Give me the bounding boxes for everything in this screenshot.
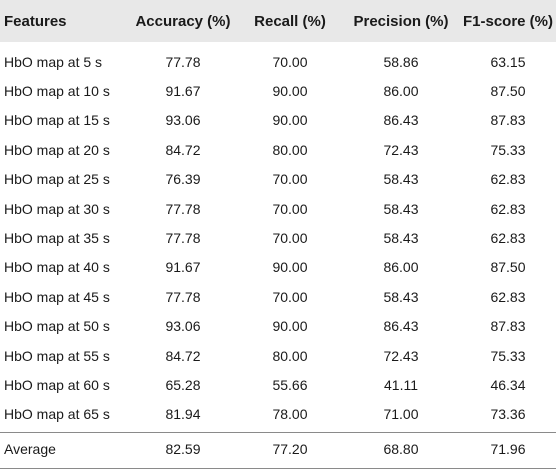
cell-f1-score: 75.33 — [490, 347, 526, 364]
table-row: HbO map at 35 s 77.78 70.00 58.43 62.83 — [0, 223, 556, 252]
table-row: HbO map at 20 s 84.72 80.00 72.43 75.33 — [0, 135, 556, 164]
table-row: HbO map at 50 s 93.06 90.00 86.43 87.83 — [0, 312, 556, 341]
cell-precision: 71.00 — [383, 406, 419, 423]
cell-accuracy: 77.78 — [165, 288, 201, 305]
table-row: HbO map at 15 s 93.06 90.00 86.43 87.83 — [0, 106, 556, 135]
average-row: Average 82.59 77.20 68.80 71.96 — [0, 432, 556, 465]
cell-accuracy: 84.72 — [165, 347, 201, 364]
header-accuracy: Accuracy (%) — [135, 12, 231, 30]
cell-feature: HbO map at 30 s — [4, 200, 110, 217]
cell-feature: HbO map at 45 s — [4, 288, 110, 305]
cell-precision: 86.43 — [383, 318, 419, 335]
cell-accuracy: 93.06 — [165, 318, 201, 335]
cell-feature: HbO map at 5 s — [4, 53, 103, 70]
cell-f1-score: 87.83 — [490, 318, 526, 335]
cell-recall: 90.00 — [272, 259, 308, 276]
average-label: Average — [4, 441, 56, 458]
cell-f1-score: 75.33 — [490, 141, 526, 158]
table-row: HbO map at 45 s 77.78 70.00 58.43 62.83 — [0, 282, 556, 311]
average-accuracy: 82.59 — [165, 441, 201, 458]
cell-recall: 90.00 — [272, 318, 308, 335]
cell-f1-score: 87.50 — [490, 259, 526, 276]
table-row: HbO map at 60 s 65.28 55.66 41.11 46.34 — [0, 370, 556, 399]
cell-precision: 72.43 — [383, 347, 419, 364]
table-row: HbO map at 40 s 91.67 90.00 86.00 87.50 — [0, 253, 556, 282]
cell-accuracy: 76.39 — [165, 171, 201, 188]
cell-recall: 70.00 — [272, 230, 308, 247]
header-precision: Precision (%) — [353, 12, 449, 30]
cell-recall: 90.00 — [272, 83, 308, 100]
cell-precision: 72.43 — [383, 141, 419, 158]
table-body: HbO map at 5 s 77.78 70.00 58.86 63.15 HbO ma… — [0, 47, 556, 429]
header-f1-score: F1-score (%) — [462, 12, 554, 30]
table-header-row: Features Accuracy (%) Recall (%) Precisi… — [0, 0, 556, 42]
cell-recall: 78.00 — [272, 406, 308, 423]
cell-f1-score: 62.83 — [490, 288, 526, 305]
cell-f1-score: 73.36 — [490, 406, 526, 423]
header-features: Features — [4, 12, 67, 30]
cell-precision: 58.86 — [383, 53, 419, 70]
cell-feature: HbO map at 65 s — [4, 406, 110, 423]
cell-feature: HbO map at 25 s — [4, 171, 110, 188]
cell-accuracy: 93.06 — [165, 112, 201, 129]
cell-f1-score: 87.50 — [490, 83, 526, 100]
cell-precision: 58.43 — [383, 288, 419, 305]
table-row: HbO map at 55 s 84.72 80.00 72.43 75.33 — [0, 341, 556, 370]
table-row: HbO map at 10 s 91.67 90.00 86.00 87.50 — [0, 76, 556, 105]
cell-feature: HbO map at 50 s — [4, 318, 110, 335]
cell-feature: HbO map at 10 s — [4, 83, 110, 100]
cell-feature: HbO map at 60 s — [4, 376, 110, 393]
cell-accuracy: 91.67 — [165, 83, 201, 100]
cell-precision: 86.00 — [383, 83, 419, 100]
cell-f1-score: 46.34 — [490, 376, 526, 393]
cell-accuracy: 65.28 — [165, 376, 201, 393]
cell-feature: HbO map at 40 s — [4, 259, 110, 276]
cell-f1-score: 62.83 — [490, 171, 526, 188]
table-row: HbO map at 30 s 77.78 70.00 58.43 62.83 — [0, 194, 556, 223]
cell-accuracy: 91.67 — [165, 259, 201, 276]
cell-recall: 70.00 — [272, 53, 308, 70]
cell-accuracy: 77.78 — [165, 53, 201, 70]
cell-feature: HbO map at 20 s — [4, 141, 110, 158]
cell-precision: 58.43 — [383, 230, 419, 247]
average-recall: 77.20 — [272, 441, 308, 458]
cell-recall: 80.00 — [272, 347, 308, 364]
cell-f1-score: 87.83 — [490, 112, 526, 129]
table-row: HbO map at 25 s 76.39 70.00 58.43 62.83 — [0, 165, 556, 194]
cell-f1-score: 62.83 — [490, 230, 526, 247]
average-f1-score: 71.96 — [490, 441, 526, 458]
cell-recall: 80.00 — [272, 141, 308, 158]
cell-recall: 70.00 — [272, 171, 308, 188]
cell-precision: 41.11 — [384, 376, 418, 393]
cell-f1-score: 63.15 — [490, 53, 526, 70]
cell-recall: 90.00 — [272, 112, 308, 129]
cell-accuracy: 81.94 — [165, 406, 201, 423]
cell-recall: 70.00 — [272, 288, 308, 305]
cell-accuracy: 84.72 — [165, 141, 201, 158]
table-row: HbO map at 65 s 81.94 78.00 71.00 73.36 — [0, 400, 556, 429]
cell-accuracy: 77.78 — [165, 200, 201, 217]
average-precision: 68.80 — [383, 441, 419, 458]
cell-accuracy: 77.78 — [165, 230, 201, 247]
cell-recall: 70.00 — [272, 200, 308, 217]
cell-feature: HbO map at 15 s — [4, 112, 110, 129]
cell-feature: HbO map at 55 s — [4, 347, 110, 364]
cell-precision: 58.43 — [383, 171, 419, 188]
cell-recall: 55.66 — [272, 376, 308, 393]
table-row: HbO map at 5 s 77.78 70.00 58.86 63.15 — [0, 47, 556, 76]
cell-precision: 86.43 — [383, 112, 419, 129]
header-recall: Recall (%) — [254, 12, 326, 30]
cell-precision: 86.00 — [383, 259, 419, 276]
cell-f1-score: 62.83 — [490, 200, 526, 217]
cell-feature: HbO map at 35 s — [4, 230, 110, 247]
cell-precision: 58.43 — [383, 200, 419, 217]
